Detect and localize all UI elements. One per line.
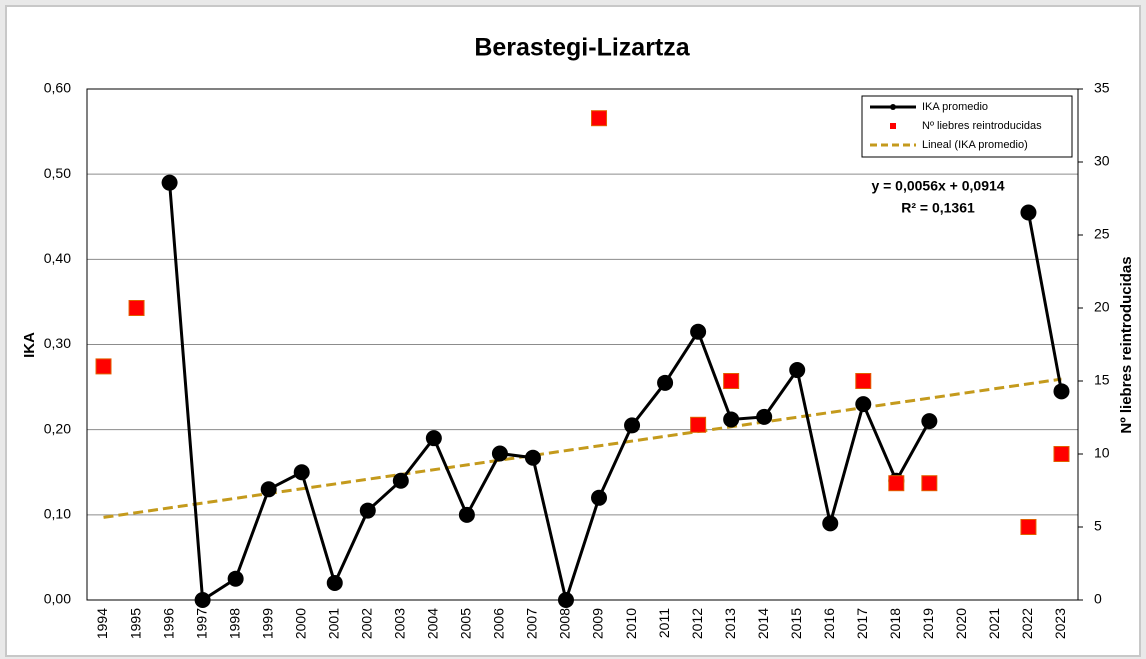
point (95, 358, 112, 375)
point (326, 574, 343, 591)
plot-border (86, 88, 1079, 601)
y2-tick-label: 0 (1094, 591, 1102, 607)
x-tick-label: 2002 (358, 608, 374, 639)
point (524, 449, 541, 466)
point (128, 300, 145, 316)
point (657, 374, 674, 391)
x-tick-label: 2020 (953, 608, 969, 639)
y-tick-label: 0,20 (44, 420, 71, 436)
x-tick-label: 2017 (854, 608, 870, 639)
point (458, 506, 475, 523)
y2-tick-label: 15 (1094, 372, 1110, 388)
point (723, 411, 740, 428)
point (1020, 204, 1037, 221)
x-tick-label: 2015 (788, 608, 804, 639)
x-tick-label: 2022 (1019, 608, 1035, 639)
point (690, 323, 707, 340)
point (921, 475, 938, 492)
point (789, 362, 806, 379)
x-tick-label: 2009 (590, 608, 606, 639)
x-tick-label: 1994 (94, 608, 110, 639)
point (491, 445, 508, 462)
point (624, 417, 641, 434)
point (591, 489, 608, 506)
x-tick-label: 2013 (722, 608, 738, 639)
legend-label: Nº liebres reintroducidas (922, 120, 1042, 132)
x-tick-label: 1995 (127, 608, 143, 639)
y-tick-label: 0,10 (44, 506, 71, 522)
point (756, 408, 773, 425)
point (260, 481, 277, 498)
x-tick-label: 2019 (920, 608, 936, 639)
point (425, 430, 442, 447)
x-tick-label: 1996 (160, 608, 176, 639)
y-tick-label: 0,00 (44, 591, 71, 607)
trend-r2: R² = 0,1361 (901, 200, 975, 216)
y2-tick-label: 20 (1094, 299, 1110, 315)
x-tick-label: 2012 (689, 608, 705, 639)
y-tick-label: 0,30 (44, 335, 71, 351)
x-tick-label: 2004 (425, 608, 441, 639)
x-tick-label: 2010 (623, 608, 639, 639)
x-tick-label: 2014 (755, 608, 771, 639)
y2-tick-label: 30 (1094, 153, 1110, 169)
y2-tick-label: 10 (1094, 445, 1110, 461)
x-tick-label: 1999 (259, 608, 275, 639)
point (227, 570, 244, 587)
y2-tick-label: 35 (1094, 80, 1110, 96)
y2-tick-label: 25 (1094, 226, 1110, 242)
x-tick-label: 2007 (524, 608, 540, 639)
point (855, 373, 872, 389)
legend-label: IKA promedio (922, 101, 988, 113)
point (1020, 519, 1037, 535)
y-axis-title: IKA (21, 332, 38, 358)
point (392, 472, 409, 489)
y2-axis-title: Nº liebres reintroducidas (1118, 256, 1135, 433)
legend-swatch (890, 123, 896, 129)
trend-equation: y = 0,0056x + 0,0914 (871, 178, 1004, 194)
point (921, 413, 938, 430)
point (591, 110, 608, 127)
x-tick-label: 1997 (193, 608, 209, 639)
y-tick-label: 0,60 (44, 80, 71, 96)
point (723, 373, 740, 389)
x-tick-label: 2018 (887, 608, 903, 639)
point (557, 592, 574, 608)
y2-tick-label: 5 (1094, 518, 1102, 534)
point (888, 475, 905, 492)
point (194, 592, 211, 608)
legend-label: Lineal (IKA promedio) (922, 139, 1028, 151)
x-tick-label: 2011 (656, 608, 672, 638)
point (1053, 446, 1070, 462)
point (359, 502, 376, 519)
x-tick-label: 2000 (292, 608, 308, 639)
x-tick-label: 1998 (226, 608, 242, 639)
x-tick-label: 2023 (1052, 608, 1068, 639)
chart-title: Berastegi-Lizartza (474, 34, 690, 62)
x-tick-label: 2021 (986, 608, 1002, 639)
legend-swatch (890, 104, 896, 110)
point (855, 396, 872, 413)
point (690, 416, 707, 433)
point (161, 174, 178, 191)
y-tick-label: 0,40 (44, 250, 71, 266)
x-tick-label: 2003 (392, 608, 408, 639)
y-tick-label: 0,50 (44, 165, 71, 181)
x-tick-label: 2005 (458, 608, 474, 639)
point (822, 515, 839, 532)
x-tick-label: 2016 (821, 608, 837, 639)
point (293, 464, 310, 481)
x-tick-label: 2006 (491, 608, 507, 639)
trend-line (103, 377, 1062, 519)
x-tick-label: 2001 (325, 608, 341, 639)
point (1053, 383, 1070, 400)
x-tick-label: 2008 (557, 608, 573, 639)
